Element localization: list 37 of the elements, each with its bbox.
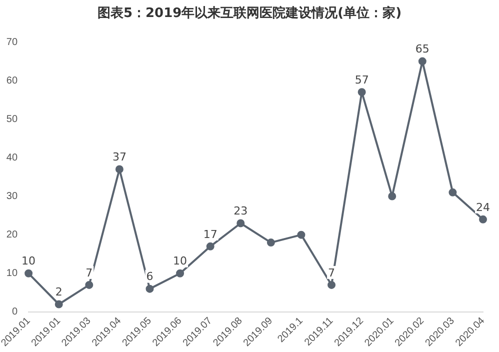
y-tick-label: 60 bbox=[6, 75, 18, 86]
point bbox=[297, 230, 306, 239]
data-label: 37 bbox=[112, 150, 126, 164]
point bbox=[358, 88, 366, 96]
point bbox=[448, 188, 457, 196]
chart-title: 图表5：2019年以来互联网医院建设情况(单位：家) bbox=[96, 4, 403, 22]
point bbox=[418, 57, 426, 66]
data-label: 24 bbox=[476, 200, 490, 214]
data-label: 65 bbox=[415, 42, 430, 56]
y-tick-label: 10 bbox=[6, 268, 18, 280]
data-label: 7 bbox=[328, 266, 336, 280]
point bbox=[85, 280, 94, 289]
data-label: 10 bbox=[173, 254, 188, 268]
data-label: 6 bbox=[146, 270, 154, 284]
point bbox=[176, 269, 184, 278]
y-tick-label: 0 bbox=[12, 306, 18, 318]
y-tick-label: 70 bbox=[6, 36, 18, 48]
point bbox=[479, 215, 487, 224]
point bbox=[206, 242, 214, 250]
point bbox=[266, 238, 275, 247]
y-tick-label: 50 bbox=[6, 114, 18, 125]
data-label: 2 bbox=[55, 286, 62, 299]
y-tick-label: 40 bbox=[6, 152, 18, 164]
point bbox=[115, 165, 124, 174]
point bbox=[54, 300, 63, 308]
y-tick-label: 30 bbox=[6, 191, 18, 202]
point bbox=[236, 219, 245, 228]
data-label: 7 bbox=[86, 266, 93, 280]
point bbox=[146, 284, 154, 293]
data-label: 23 bbox=[234, 204, 248, 218]
point bbox=[328, 280, 336, 289]
data-label: 10 bbox=[22, 254, 36, 268]
point bbox=[388, 192, 396, 200]
point bbox=[24, 269, 33, 278]
data-label: 57 bbox=[354, 73, 369, 86]
y-tick-label: 20 bbox=[6, 230, 18, 241]
data-label: 17 bbox=[203, 228, 218, 241]
